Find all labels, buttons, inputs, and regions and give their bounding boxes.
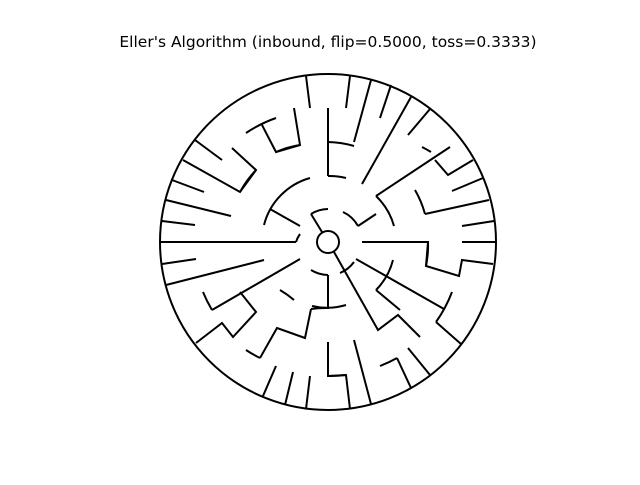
maze-wall	[353, 339, 372, 405]
maze-wall	[407, 347, 431, 376]
ring-wall	[342, 211, 359, 227]
ring-wall	[421, 146, 432, 153]
maze-wall	[379, 84, 392, 119]
maze-wall	[461, 220, 495, 227]
ring-wall	[339, 261, 355, 274]
maze-wall	[310, 213, 323, 233]
maze-wall	[333, 251, 421, 338]
ring-wall	[375, 195, 395, 227]
maze-wall	[211, 258, 301, 311]
maze-wall	[361, 96, 412, 185]
ring-wall	[310, 306, 329, 310]
ring-wall	[327, 141, 355, 147]
ring-wall	[414, 189, 426, 215]
maze-wall	[357, 213, 377, 227]
maze-wall	[284, 371, 294, 406]
maze-wall	[305, 75, 311, 109]
ring-wall	[310, 208, 329, 215]
maze-wall	[435, 321, 462, 345]
ring-wall	[295, 233, 301, 243]
maze-wall	[353, 79, 372, 143]
maze-wall	[424, 199, 490, 215]
maze-wall	[182, 147, 258, 194]
maze-wall	[327, 342, 351, 410]
maze-wall	[171, 179, 205, 193]
maze-wall	[451, 177, 484, 192]
maze-wall	[195, 291, 258, 344]
maze-wall	[161, 258, 197, 265]
maze-wall	[261, 107, 302, 154]
maze-wall	[305, 375, 311, 410]
ring-wall	[245, 117, 277, 134]
maze-wall	[269, 208, 301, 227]
maze-wall	[407, 108, 431, 136]
ring-wall	[435, 291, 453, 323]
ring-wall	[263, 177, 311, 226]
maze-wall	[161, 220, 196, 226]
ring-wall	[245, 349, 261, 359]
maze-wall	[396, 357, 412, 389]
maze-wall	[262, 365, 277, 397]
ring-wall	[327, 174, 347, 179]
ring-wall	[310, 269, 329, 276]
maze-wall	[345, 75, 351, 109]
ring-wall	[202, 291, 213, 311]
maze-wall	[194, 139, 223, 161]
maze-wall	[165, 259, 265, 286]
ring-wall	[279, 289, 295, 301]
maze-wall	[375, 146, 451, 197]
center-cell	[316, 230, 340, 254]
maze-wall	[259, 308, 312, 359]
maze-wall	[355, 258, 445, 310]
maze-wall	[362, 241, 494, 278]
ring-wall	[311, 304, 347, 309]
ring-wall	[379, 357, 398, 367]
figure-title: Eller's Algorithm (inbound, flip=0.5000,…	[119, 33, 537, 51]
maze-wall	[165, 199, 232, 217]
maze-wall	[434, 159, 474, 177]
maze-wall	[375, 289, 401, 311]
